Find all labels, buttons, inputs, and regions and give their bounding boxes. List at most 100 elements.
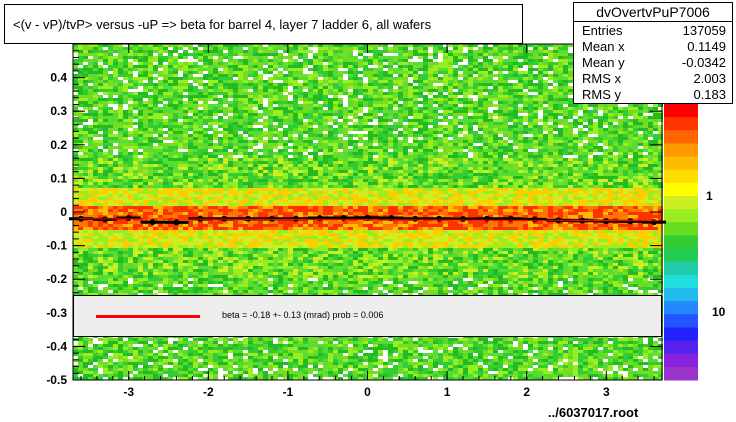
heatmap-cell xyxy=(198,83,203,86)
heatmap-cell xyxy=(558,125,563,128)
heatmap-cell xyxy=(488,80,493,83)
heatmap-cell xyxy=(223,131,228,134)
heatmap-cell xyxy=(208,47,213,50)
heatmap-cell xyxy=(118,140,123,143)
heatmap-cell xyxy=(388,92,393,95)
heatmap-cell xyxy=(188,101,193,104)
heatmap-cell xyxy=(528,44,533,47)
heatmap-cell xyxy=(378,77,383,80)
heatmap-cell xyxy=(393,101,398,104)
heatmap-cell xyxy=(83,107,88,110)
heatmap-cell xyxy=(403,62,408,65)
heatmap-cell xyxy=(333,77,338,80)
heatmap-cell xyxy=(368,152,373,155)
heatmap-cell xyxy=(603,122,608,125)
heatmap-cell xyxy=(408,101,413,104)
heatmap-cell xyxy=(593,110,598,113)
heatmap-cell xyxy=(578,131,583,134)
heatmap-cell xyxy=(603,137,608,140)
heatmap-cell xyxy=(458,125,463,128)
heatmap-cell xyxy=(208,104,213,107)
heatmap-cell xyxy=(448,128,453,131)
heatmap-cell xyxy=(228,113,233,116)
heatmap-cell xyxy=(283,158,288,161)
heatmap-cell xyxy=(393,128,398,131)
heatmap-cell xyxy=(318,158,323,161)
heatmap-cell xyxy=(148,131,153,134)
heatmap-cell xyxy=(333,143,338,146)
heatmap-cell xyxy=(143,164,148,167)
heatmap-cell xyxy=(143,74,148,77)
heatmap-cell xyxy=(108,149,113,152)
heatmap-cell xyxy=(238,68,243,71)
heatmap-cell xyxy=(363,44,368,47)
heatmap-cell xyxy=(543,116,548,119)
heatmap-cell xyxy=(533,50,538,53)
heatmap-cell xyxy=(268,119,273,122)
heatmap-cell xyxy=(278,89,283,92)
heatmap-cell xyxy=(283,140,288,143)
heatmap-cell xyxy=(248,167,253,170)
heatmap-cell xyxy=(408,68,413,71)
heatmap-cell xyxy=(568,95,573,98)
heatmap-cell xyxy=(238,143,243,146)
heatmap-cell xyxy=(463,104,468,107)
heatmap-cell xyxy=(583,131,588,134)
heatmap-cell xyxy=(113,146,118,149)
heatmap-cell xyxy=(448,65,453,68)
heatmap-cell xyxy=(458,95,463,98)
heatmap-cell xyxy=(543,137,548,140)
heatmap-cell xyxy=(318,59,323,62)
heatmap-cell xyxy=(468,80,473,83)
heatmap-cell xyxy=(138,149,143,152)
heatmap-cell xyxy=(133,167,138,170)
heatmap-cell xyxy=(188,53,193,56)
heatmap-cell xyxy=(298,122,303,125)
heatmap-cell xyxy=(498,149,503,152)
heatmap-cell xyxy=(178,113,183,116)
heatmap-cell xyxy=(398,140,403,143)
heatmap-cell xyxy=(198,68,203,71)
heatmap-cell xyxy=(493,89,498,92)
heatmap-cell xyxy=(148,65,153,68)
heatmap-cell xyxy=(303,74,308,77)
heatmap-cell xyxy=(333,80,338,83)
heatmap-cell xyxy=(163,98,168,101)
heatmap-cell xyxy=(543,98,548,101)
heatmap-cell xyxy=(403,137,408,140)
heatmap-cell xyxy=(453,71,458,74)
heatmap-cell xyxy=(158,137,163,140)
heatmap-cell xyxy=(563,107,568,110)
heatmap-cell xyxy=(238,50,243,53)
heatmap-cell xyxy=(253,116,258,119)
heatmap-cell xyxy=(503,167,508,170)
heatmap-cell xyxy=(538,107,543,110)
heatmap-cell xyxy=(88,107,93,110)
heatmap-cell xyxy=(268,155,273,158)
heatmap-cell xyxy=(528,62,533,65)
heatmap-cell xyxy=(318,92,323,95)
heatmap-cell xyxy=(273,161,278,164)
heatmap-cell xyxy=(423,161,428,164)
heatmap-cell xyxy=(183,137,188,140)
heatmap-cell xyxy=(473,164,478,167)
heatmap-cell xyxy=(398,44,403,47)
heatmap-cell xyxy=(333,104,338,107)
heatmap-cell xyxy=(458,98,463,101)
heatmap-cell xyxy=(323,134,328,137)
heatmap-cell xyxy=(283,98,288,101)
heatmap-cell xyxy=(418,74,423,77)
heatmap-cell xyxy=(618,161,623,164)
heatmap-cell xyxy=(428,74,433,77)
heatmap-cell xyxy=(428,110,433,113)
heatmap-cell xyxy=(213,83,218,86)
heatmap-cell xyxy=(323,167,328,170)
heatmap-cell xyxy=(253,77,258,80)
heatmap-cell xyxy=(208,128,213,131)
heatmap-cell xyxy=(128,74,133,77)
heatmap-cell xyxy=(483,167,488,170)
heatmap-cell xyxy=(118,122,123,125)
heatmap-cell xyxy=(148,146,153,149)
heatmap-cell xyxy=(313,50,318,53)
heatmap-cell xyxy=(283,164,288,167)
